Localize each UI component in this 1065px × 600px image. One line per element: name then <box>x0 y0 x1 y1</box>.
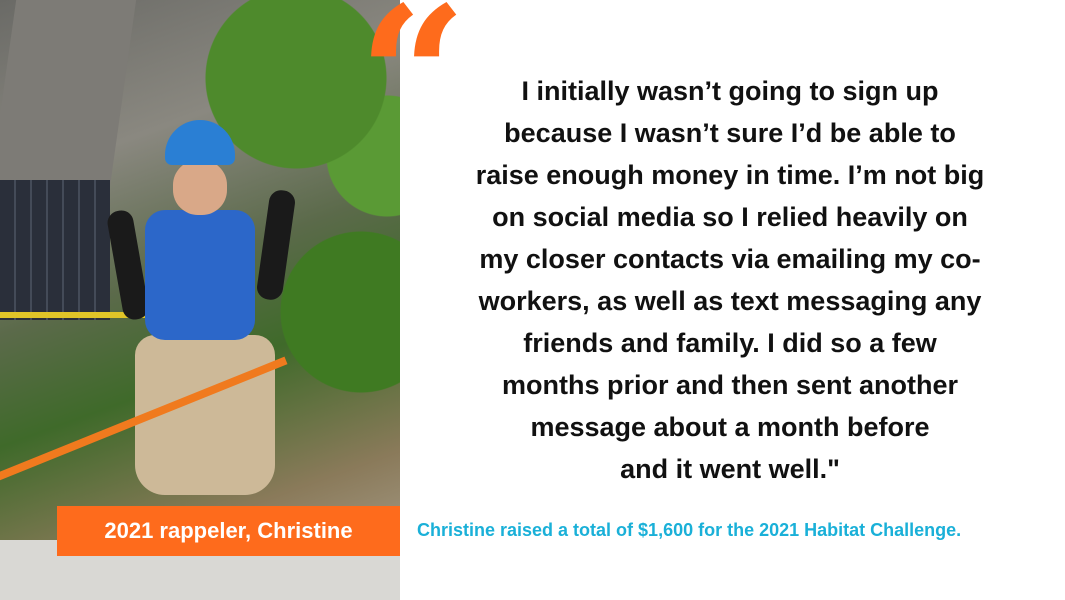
quote-line: workers, as well as text messaging any <box>478 286 982 316</box>
rappeler-photo <box>0 0 400 600</box>
helmet <box>165 120 235 165</box>
testimonial-quote: I initially wasn’t going to sign up beca… <box>430 70 1030 490</box>
quote-line: my closer contacts via emailing my co- <box>479 244 981 274</box>
photo-caption: 2021 rappeler, Christine <box>57 506 400 556</box>
left-arm <box>105 208 151 322</box>
quote-line: I initially wasn’t going to sign up <box>521 76 939 106</box>
right-arm <box>255 188 297 302</box>
blue-vest <box>145 210 255 340</box>
quote-line: friends and family. I did so a few <box>523 328 937 358</box>
quote-line: message about a month before <box>530 412 930 442</box>
quote-line: on social media so I relied heavily on <box>492 202 968 232</box>
yellow-rope <box>0 312 200 318</box>
quote-mark-icon: “ <box>358 0 468 188</box>
face <box>173 160 227 215</box>
quote-line: because I wasn’t sure I’d be able to <box>504 118 956 148</box>
quote-line: months prior and then sent another <box>501 370 959 400</box>
fundraising-total: Christine raised a total of $1,600 for t… <box>417 520 962 540</box>
quote-line: raise enough money in time. I’m not big <box>475 160 985 190</box>
rappeler-figure <box>95 110 305 500</box>
quote-line: and it went well." <box>620 454 840 484</box>
solar-panels <box>0 180 110 320</box>
